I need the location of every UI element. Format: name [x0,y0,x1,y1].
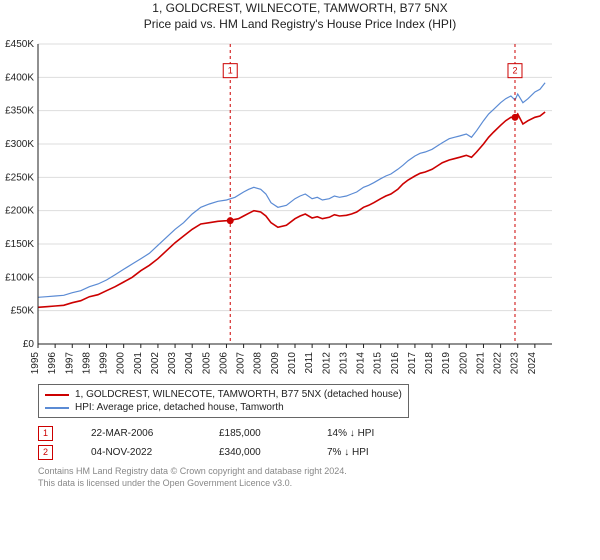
svg-text:£0: £0 [23,339,35,350]
svg-text:2005: 2005 [201,352,212,375]
svg-text:2008: 2008 [253,352,264,375]
svg-text:£150K: £150K [5,239,34,250]
svg-text:2009: 2009 [270,352,281,375]
svg-text:1999: 1999 [99,352,110,375]
marker-number-box: 1 [38,426,53,441]
chart-title-line2: Price paid vs. HM Land Registry's House … [0,16,600,32]
svg-text:2022: 2022 [493,352,504,375]
footer: Contains HM Land Registry data © Crown c… [38,466,600,489]
chart-title-line1: 1, GOLDCREST, WILNECOTE, TAMWORTH, B77 5… [0,0,600,16]
svg-text:2016: 2016 [390,352,401,375]
svg-text:2017: 2017 [407,352,418,375]
legend-item-hpi: HPI: Average price, detached house, Tamw… [45,401,402,414]
svg-text:2002: 2002 [150,352,161,375]
svg-text:2: 2 [512,66,517,76]
svg-text:2012: 2012 [321,352,332,375]
legend-label: 1, GOLDCREST, WILNECOTE, TAMWORTH, B77 5… [75,388,402,401]
svg-text:£450K: £450K [5,39,34,50]
table-row: 2 04-NOV-2022 £340,000 7% ↓ HPI [38,445,600,460]
svg-text:2024: 2024 [527,352,538,375]
svg-text:2019: 2019 [441,352,452,375]
svg-text:2001: 2001 [133,352,144,375]
svg-text:2004: 2004 [184,352,195,375]
svg-text:1995: 1995 [30,352,41,375]
svg-text:£50K: £50K [11,306,35,317]
legend-label: HPI: Average price, detached house, Tamw… [75,401,284,414]
legend: 1, GOLDCREST, WILNECOTE, TAMWORTH, B77 5… [38,384,409,418]
marker-price: £340,000 [219,447,289,458]
marker-price: £185,000 [219,428,289,439]
svg-text:2013: 2013 [338,352,349,375]
svg-text:£200K: £200K [5,206,34,217]
svg-text:2021: 2021 [475,352,486,375]
svg-text:2007: 2007 [236,352,247,375]
svg-text:2023: 2023 [510,352,521,375]
svg-text:1: 1 [228,66,233,76]
svg-text:2006: 2006 [218,352,229,375]
svg-text:2018: 2018 [424,352,435,375]
svg-text:1996: 1996 [47,352,58,375]
svg-text:2011: 2011 [304,352,315,374]
price-chart: £0 £50K £100K £150K £200K £250K £300K £350K £400… [0,38,600,378]
svg-text:2003: 2003 [167,352,178,375]
legend-item-property: 1, GOLDCREST, WILNECOTE, TAMWORTH, B77 5… [45,388,402,401]
marker-delta: 14% ↓ HPI [327,428,397,439]
footer-line2: This data is licensed under the Open Gov… [38,478,600,490]
svg-text:2020: 2020 [458,352,469,375]
chart-svg: £0 £50K £100K £150K £200K £250K £300K £350K £400… [0,38,560,378]
marker-table: 1 22-MAR-2006 £185,000 14% ↓ HPI 2 04-NO… [38,426,600,460]
svg-text:£350K: £350K [5,106,34,117]
marker-number-box: 2 [38,445,53,460]
svg-text:1997: 1997 [64,352,75,375]
marker-date: 22-MAR-2006 [91,428,181,439]
legend-swatch [45,394,69,396]
legend-swatch [45,407,69,409]
marker-date: 04-NOV-2022 [91,447,181,458]
svg-text:2014: 2014 [356,352,367,375]
svg-text:1998: 1998 [81,352,92,375]
table-row: 1 22-MAR-2006 £185,000 14% ↓ HPI [38,426,600,441]
svg-text:2010: 2010 [287,352,298,375]
footer-line1: Contains HM Land Registry data © Crown c… [38,466,600,478]
svg-text:£250K: £250K [5,173,34,184]
svg-text:2015: 2015 [373,352,384,375]
svg-text:£300K: £300K [5,139,34,150]
svg-text:£100K: £100K [5,273,34,284]
marker-delta: 7% ↓ HPI [327,447,397,458]
svg-text:2000: 2000 [116,352,127,375]
svg-text:£400K: £400K [5,73,34,84]
